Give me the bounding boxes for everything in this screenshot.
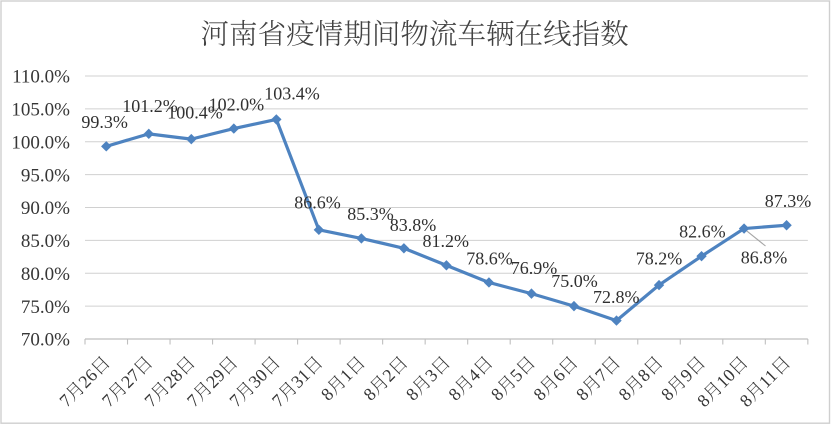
svg-text:101.2%: 101.2% [122,96,178,116]
svg-text:75.0%: 75.0% [21,297,70,318]
svg-text:95.0%: 95.0% [21,165,70,186]
svg-text:100.0%: 100.0% [11,132,70,153]
svg-text:86.6%: 86.6% [294,193,341,213]
svg-text:85.3%: 85.3% [347,204,394,224]
svg-text:102.0%: 102.0% [209,95,265,115]
svg-text:80.0%: 80.0% [21,264,70,285]
svg-text:82.6%: 82.6% [679,221,726,241]
svg-text:78.2%: 78.2% [636,249,683,269]
svg-text:72.8%: 72.8% [593,287,640,307]
svg-text:78.6%: 78.6% [466,248,513,268]
svg-text:103.4%: 103.4% [264,84,320,104]
svg-text:86.8%: 86.8% [741,248,788,268]
svg-text:75.0%: 75.0% [551,271,598,291]
svg-text:100.4%: 100.4% [167,103,223,123]
svg-text:99.3%: 99.3% [81,112,128,132]
svg-text:81.2%: 81.2% [423,231,470,251]
svg-text:83.8%: 83.8% [390,215,437,235]
svg-text:70.0%: 70.0% [21,330,70,351]
svg-text:90.0%: 90.0% [21,198,70,219]
svg-text:110.0%: 110.0% [12,67,70,88]
svg-text:85.0%: 85.0% [21,231,70,252]
svg-text:105.0%: 105.0% [11,100,70,121]
svg-text:76.9%: 76.9% [511,258,558,278]
svg-text:87.3%: 87.3% [765,191,812,211]
